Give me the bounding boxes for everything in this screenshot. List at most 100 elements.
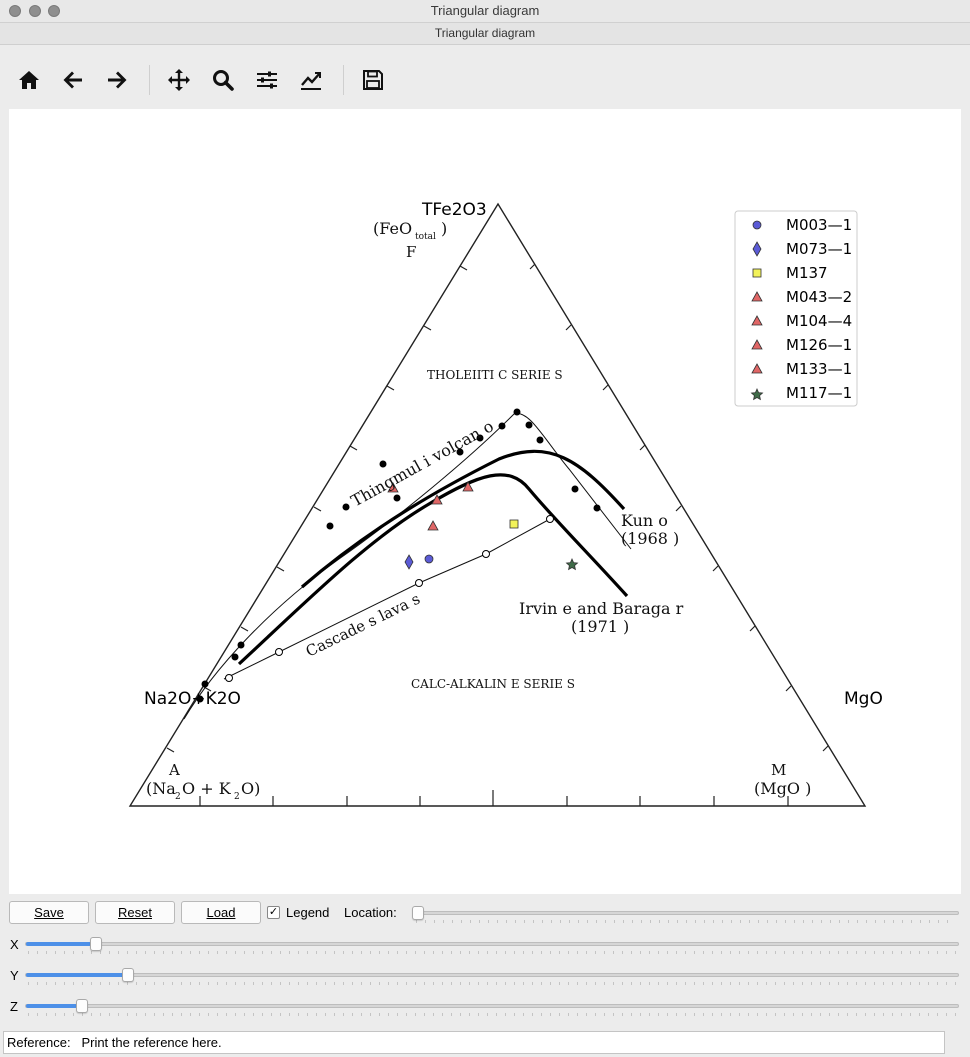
legend-checkbox[interactable]: ✓ — [267, 906, 280, 919]
point-M126-1 — [427, 520, 439, 531]
figure-canvas[interactable]: (FeO total ) F A (Na 2 O + K 2 O) M (MgO… — [9, 109, 961, 894]
alkali-label-part2: O + K — [182, 779, 232, 798]
navigation-toolbar — [0, 45, 970, 107]
axis-ticks — [166, 263, 829, 806]
subplots-config-button[interactable] — [252, 65, 282, 95]
triangle-frame — [128, 202, 867, 807]
location-label: Location: — [344, 905, 397, 920]
alkali-label-part1: (Na — [146, 779, 176, 798]
minimize-window-button[interactable] — [29, 5, 41, 17]
toolbar-separator — [149, 65, 150, 95]
fe-total-subscript: total — [415, 232, 436, 242]
reset-button[interactable]: Reset — [95, 901, 175, 924]
legend-entry: M073—1 — [786, 240, 852, 258]
window-titlebar: Triangular diagram — [0, 0, 970, 23]
reference-label: Reference: — [7, 1035, 71, 1050]
z-slider-label: Z — [10, 999, 18, 1014]
location-slider-thumb[interactable] — [412, 906, 424, 920]
pan-button[interactable] — [164, 65, 194, 95]
legend-triangle-marker — [751, 363, 763, 374]
cascades-label: Cascade s lava s — [303, 590, 423, 661]
legend-triangle-marker — [751, 315, 763, 326]
legend-diamond-marker — [752, 241, 762, 257]
legend-square-marker — [752, 268, 762, 278]
alkali-label-part3: O) — [241, 779, 260, 798]
legend-checkbox-label: Legend — [286, 905, 330, 920]
fe-label: (FeO — [373, 219, 412, 238]
maximize-window-button[interactable] — [48, 5, 60, 17]
legend-entry: M133—1 — [786, 360, 852, 378]
save-figure-icon — [363, 70, 383, 90]
kuno-curve — [300, 449, 626, 589]
point-M137 — [509, 519, 519, 529]
legend-entry: M104—4 — [786, 312, 852, 330]
irvine-baragar-label: Irvin e and Baraga r — [519, 599, 684, 618]
zoom-icon — [213, 70, 234, 91]
legend-entry: M137 — [786, 264, 828, 282]
irvine-baragar-year: (1971 ) — [571, 617, 629, 636]
x-slider-label: X — [10, 937, 19, 952]
legend-triangle-marker — [751, 291, 763, 302]
save-figure-button[interactable] — [358, 65, 388, 95]
kuno-year: (1968 ) — [621, 529, 679, 548]
x-slider-thumb[interactable] — [89, 937, 102, 951]
legend-triangle-marker — [751, 339, 763, 350]
point-M133-1 — [462, 481, 474, 492]
legend-box — [734, 210, 858, 407]
window-title: Triangular diagram — [430, 3, 540, 18]
f-letter: F — [406, 243, 416, 261]
save-button[interactable]: Save — [9, 901, 89, 924]
legend-entry: M117—1 — [786, 384, 852, 402]
home-icon — [19, 71, 39, 89]
point-M043-2 — [387, 482, 399, 493]
alkali-vertex-label: Na2O+K2O — [144, 689, 241, 709]
subplots-config-icon — [257, 71, 277, 89]
close-window-button[interactable] — [9, 5, 21, 17]
legend-entry: M043—2 — [786, 288, 852, 306]
location-slider-ticks — [416, 920, 956, 923]
figure-title: Triangular diagram — [0, 23, 970, 45]
y-slider-fill — [26, 973, 124, 977]
x-slider[interactable] — [25, 942, 959, 946]
kuno-label: Kun o — [621, 511, 668, 530]
back-arrow-icon — [63, 71, 82, 89]
sample-points — [387, 481, 579, 571]
legend-circle-marker — [752, 220, 762, 230]
a-letter: A — [168, 761, 180, 779]
reference-field[interactable]: Reference: Print the reference here. — [3, 1031, 945, 1054]
legend-star-marker — [750, 388, 764, 401]
point-M073-1 — [404, 554, 414, 570]
legend-entry: M126—1 — [786, 336, 852, 354]
toolbar-separator — [343, 65, 344, 95]
x-slider-fill — [26, 942, 92, 946]
z-slider-fill — [26, 1004, 78, 1008]
mgo-paren-label: (MgO ) — [754, 779, 811, 798]
home-button[interactable] — [14, 65, 44, 95]
cascades-points — [225, 515, 554, 682]
x-slider-ticks — [28, 951, 956, 954]
y-slider-thumb[interactable] — [121, 968, 134, 982]
point-M104-4 — [431, 494, 443, 505]
z-slider-thumb[interactable] — [75, 999, 88, 1013]
z-slider[interactable] — [25, 1004, 959, 1008]
cascades-line — [223, 518, 551, 680]
load-button[interactable]: Load — [181, 901, 261, 924]
zoom-button[interactable] — [208, 65, 238, 95]
thingmuli-points — [196, 408, 601, 703]
ternary-plot: (FeO total ) F A (Na 2 O + K 2 O) M (MgO… — [128, 200, 883, 807]
location-slider[interactable] — [412, 911, 959, 915]
tfe2o3-vertex-label: TFe2O3 — [421, 200, 487, 220]
y-slider[interactable] — [25, 973, 959, 977]
forward-button[interactable] — [102, 65, 132, 95]
edit-axis-button[interactable] — [296, 65, 326, 95]
back-button[interactable] — [58, 65, 88, 95]
y-slider-label: Y — [10, 968, 19, 983]
reference-text: Print the reference here. — [81, 1035, 222, 1050]
irvine-baragar-curve — [237, 473, 629, 666]
edit-axis-icon — [301, 72, 321, 90]
plot-legend: M003—1 M073—1 M137 M043—2 M104—4 M126—1 … — [734, 210, 858, 407]
m-letter: M — [771, 761, 786, 779]
legend-entry: M003—1 — [786, 216, 852, 234]
z-slider-ticks — [28, 1013, 956, 1016]
pan-icon — [168, 69, 190, 91]
